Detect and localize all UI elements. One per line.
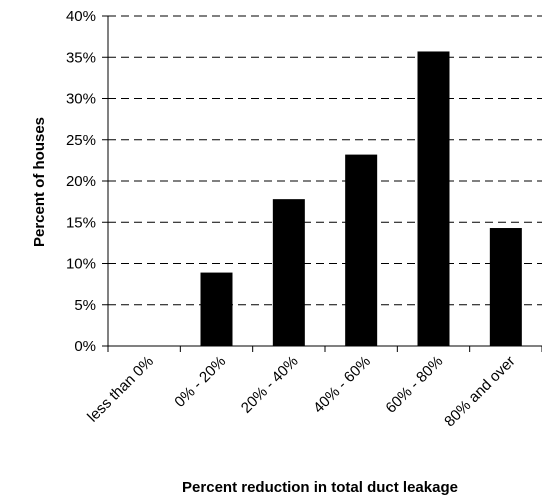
bar xyxy=(272,199,305,346)
bar xyxy=(345,154,378,346)
bars xyxy=(200,51,522,346)
x-axis-title: Percent reduction in total duct leakage xyxy=(182,479,458,496)
x-tick-label: less than 0% xyxy=(84,353,157,426)
x-tick-label: 0% - 20% xyxy=(171,353,229,411)
x-tick-label: 40% - 60% xyxy=(310,353,374,417)
bar xyxy=(200,272,233,346)
y-tick-label: 20% xyxy=(66,173,96,190)
y-tick-label: 40% xyxy=(66,8,96,25)
x-tick-label: 80% and over xyxy=(441,353,518,430)
axes xyxy=(102,15,542,352)
y-tick-label: 35% xyxy=(66,49,96,66)
y-axis-title: Percent of houses xyxy=(31,117,48,247)
y-tick-label: 10% xyxy=(66,256,96,273)
y-tick-label: 5% xyxy=(74,297,96,314)
y-tick-label: 30% xyxy=(66,91,96,108)
gridlines xyxy=(108,15,542,306)
bar xyxy=(489,228,522,346)
y-tick-label: 0% xyxy=(74,338,96,355)
y-tick-label: 15% xyxy=(66,214,96,231)
x-tick-label: 20% - 40% xyxy=(238,353,302,417)
y-tick-labels: 0% 5% 10% 15% 20% 25% 30% 35% 40% xyxy=(66,8,96,355)
bar xyxy=(417,51,450,346)
x-tick-label: 60% - 80% xyxy=(382,353,446,417)
y-tick-label: 25% xyxy=(66,132,96,149)
x-tick-labels: less than 0% 0% - 20% 20% - 40% 40% - 60% 60… xyxy=(84,353,518,430)
